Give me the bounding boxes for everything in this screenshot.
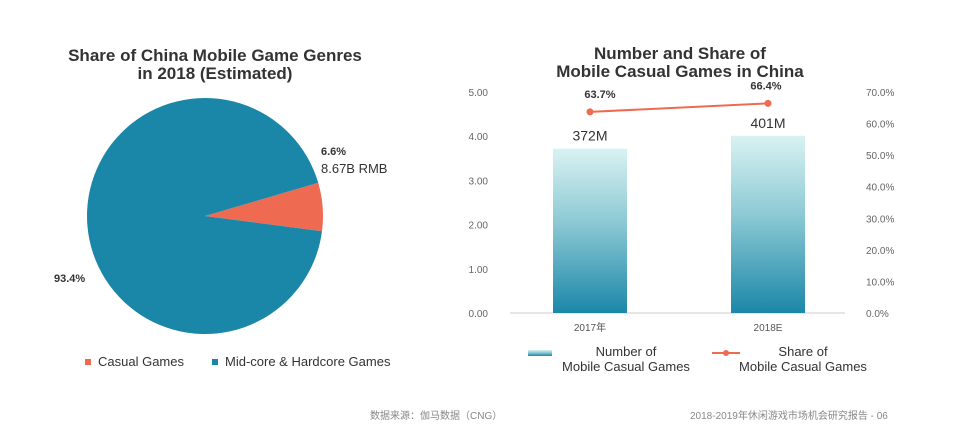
share-label-1: 66.4%: [750, 80, 781, 92]
y-right-tick-3: 30.0%: [866, 214, 894, 225]
report-footer: 2018-2019年休闲游戏市场机会研究报告 - 06: [690, 411, 888, 422]
bar-0: [553, 148, 627, 313]
x-tick-0: 2017年: [574, 321, 606, 334]
bar-1: [731, 135, 805, 313]
pie-label-midcore-percent: 93.4%: [54, 273, 85, 285]
y-right-tick-6: 60.0%: [866, 120, 894, 131]
pie-legend-label-1: Mid-core & Hardcore Games: [225, 354, 391, 369]
y-left-tick-0: 0.00: [469, 309, 489, 320]
y-right-tick-2: 20.0%: [866, 246, 894, 257]
y-left-tick-2: 2.00: [469, 221, 489, 232]
y-right-tick-4: 40.0%: [866, 183, 894, 194]
y-right-tick-1: 10.0%: [866, 277, 894, 288]
y-left-tick-5: 5.00: [469, 88, 489, 99]
pie-legend-label-0: Casual Games: [98, 354, 184, 369]
y-right-tick-7: 70.0%: [866, 88, 894, 99]
pie-title-line-2: in 2018 (Estimated): [137, 64, 293, 83]
line-legend-marker: [723, 350, 729, 356]
bar-label-0: 372M: [572, 128, 607, 144]
y-left-tick-3: 3.00: [469, 176, 489, 187]
bar-legend-swatch: [528, 350, 552, 356]
pie-slice-0: [205, 182, 323, 232]
y-right-tick-0: 0.0%: [866, 309, 889, 320]
bar-chart-title: Number and Share of Mobile Casual Games …: [530, 45, 830, 81]
pie-title-line-1: Share of China Mobile Game Genres: [68, 46, 362, 65]
bar-legend-label-line-1: Number of: [596, 344, 657, 359]
x-tick-1: 2018E: [754, 323, 783, 334]
bar-title-line-1: Number and Share of: [594, 44, 766, 63]
pie-label-casual-percent: 6.6%: [321, 146, 346, 158]
pie-chart-title: Share of China Mobile Game Genres in 201…: [30, 47, 400, 83]
bar-label-1: 401M: [750, 115, 785, 131]
y-right-tick-5: 50.0%: [866, 151, 894, 162]
pie-legend-swatch-1: [212, 359, 218, 365]
y-left-tick-1: 1.00: [469, 265, 489, 276]
line-legend-label-line-1: Share of: [778, 344, 828, 359]
line-legend-label-line-2: Mobile Casual Games: [739, 359, 867, 374]
share-line: [589, 102, 769, 113]
share-label-0: 63.7%: [584, 89, 615, 101]
data-source-note: 数据来源：伽马数据（CNG）: [370, 411, 503, 422]
bar-title-line-2: Mobile Casual Games in China: [556, 62, 804, 81]
pie-label-casual-value: 8.67B RMB: [321, 161, 387, 176]
share-point-1: [764, 99, 772, 107]
y-left-tick-4: 4.00: [469, 132, 489, 143]
bar-legend-label-line-2: Mobile Casual Games: [562, 359, 690, 374]
pie-legend-swatch-0: [85, 359, 91, 365]
pie-slice-1: [87, 97, 323, 334]
share-point-0: [586, 108, 594, 116]
